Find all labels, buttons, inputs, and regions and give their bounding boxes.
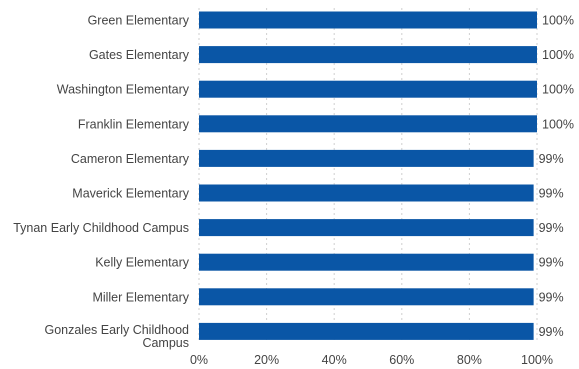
value-label: 99% xyxy=(539,256,564,270)
x-tick-label: 60% xyxy=(389,353,414,367)
x-tick-label: 80% xyxy=(457,353,482,367)
bars xyxy=(199,11,537,340)
x-tick-label: 20% xyxy=(254,353,279,367)
value-label: 100% xyxy=(542,48,574,62)
category-labels: Green Elementary Gates Elementary Washingt… xyxy=(13,14,190,350)
category-label: Gates Elementary xyxy=(89,48,190,62)
value-label: 99% xyxy=(539,152,564,166)
category-label: Cameron Elementary xyxy=(71,152,190,166)
category-label: Maverick Elementary xyxy=(72,187,189,201)
value-label: 100% xyxy=(542,117,574,131)
grid-lines xyxy=(198,8,538,343)
value-label: 99% xyxy=(539,221,564,235)
category-label: Franklin Elementary xyxy=(78,117,190,131)
category-label: Tynan Early Childhood Campus xyxy=(13,221,189,235)
bar xyxy=(199,288,534,306)
bar xyxy=(199,253,534,271)
value-label: 100% xyxy=(542,14,574,28)
bar xyxy=(199,115,537,133)
value-label: 99% xyxy=(539,325,564,339)
value-labels: 100% 100% 100% 100% 99% 99% 99% 99% 99% 99% xyxy=(539,14,574,339)
x-tick-label: 40% xyxy=(322,353,347,367)
bar xyxy=(199,11,537,29)
category-label: Green Elementary xyxy=(88,14,190,28)
bar xyxy=(199,80,537,98)
value-label: 99% xyxy=(539,187,564,201)
category-label: Kelly Elementary xyxy=(95,256,190,270)
bar xyxy=(199,149,534,167)
category-label: Miller Elementary xyxy=(92,290,189,304)
bar xyxy=(199,219,534,237)
bar xyxy=(199,184,534,202)
category-label: Gonzales Early Childhood Campus xyxy=(44,323,189,350)
x-axis-tick-labels: 0% 20% 40% 60% 80% 100% xyxy=(190,353,553,367)
bar xyxy=(199,322,534,340)
x-tick-label: 100% xyxy=(521,353,553,367)
value-label: 100% xyxy=(542,83,574,97)
category-label: Washington Elementary xyxy=(57,83,190,97)
value-label: 99% xyxy=(539,290,564,304)
bar xyxy=(199,46,537,64)
x-tick-label: 0% xyxy=(190,353,208,367)
